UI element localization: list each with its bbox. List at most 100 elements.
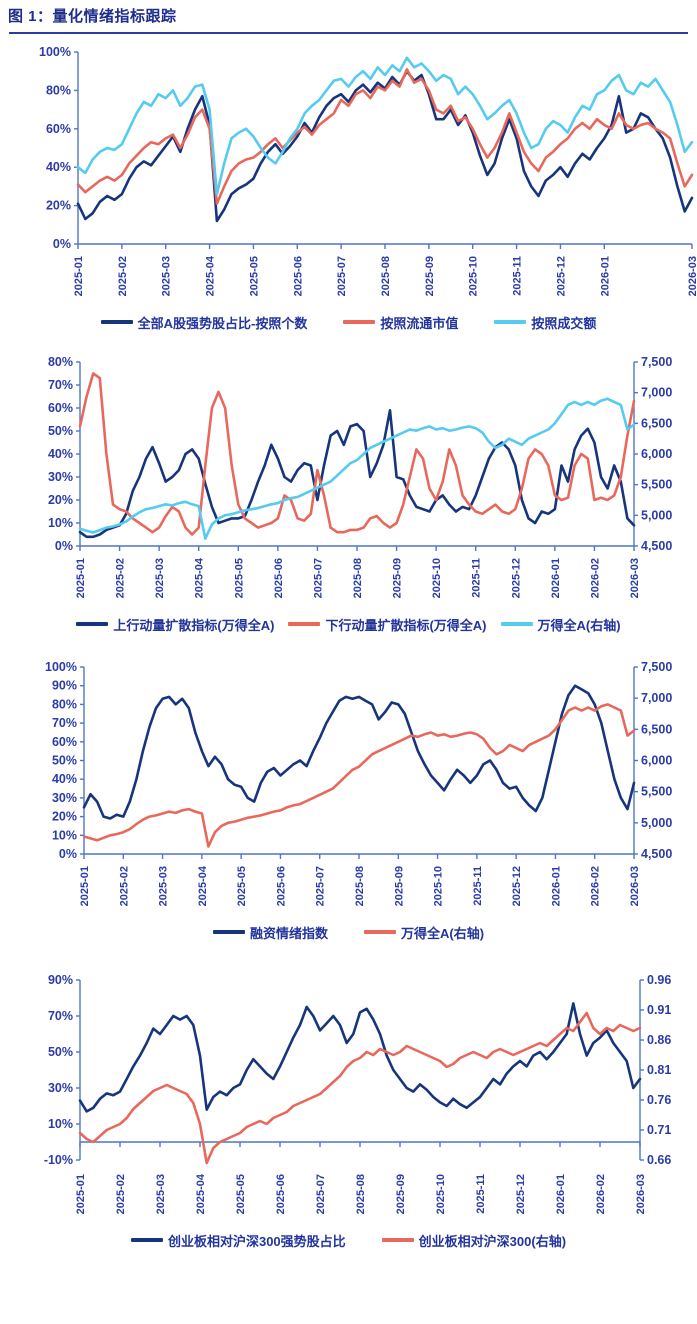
x-axis-label: 2025-02: [118, 866, 130, 906]
y-axis-right-label: 5,000: [641, 508, 672, 522]
y-axis-right-label: 7,000: [641, 691, 672, 705]
x-axis-label: 2026-02: [590, 866, 602, 906]
x-axis-label: 2025-06: [273, 558, 285, 598]
x-axis-label: 2026-02: [589, 558, 601, 598]
y-axis-left-label: 70%: [48, 378, 73, 392]
legend-label: 按照流通市值: [380, 315, 459, 331]
figure-title: 图 1：量化情绪指标跟踪: [8, 8, 177, 25]
series-line: [78, 372, 636, 536]
y-axis-left-label: 60%: [52, 735, 77, 749]
x-axis-label: 2025-12: [515, 1174, 527, 1214]
legend-item: 下行动量扩散指标(万得全A): [288, 615, 487, 634]
legend-label: 融资情绪指数: [249, 925, 328, 941]
legend-item: 创业板相对沪深300强势股占比: [130, 1231, 346, 1250]
y-axis-right-label: 7,500: [641, 355, 672, 369]
x-axis-label: 2025-03: [154, 558, 166, 598]
x-axis-label: 2025-12: [555, 256, 567, 296]
y-axis-right-label: 6,000: [641, 754, 672, 768]
legend-item: 上行动量扩散指标(万得全A): [76, 615, 274, 634]
legend-marker: [500, 622, 533, 626]
y-axis-left-label: 30%: [48, 470, 73, 484]
y-axis-right-label: 5,500: [641, 785, 672, 799]
x-axis-label: 2026-01: [550, 558, 562, 598]
y-axis-right-label: 0.76: [647, 1093, 671, 1107]
series-line: [78, 409, 636, 539]
y-axis-left-label: 90%: [48, 973, 73, 987]
y-axis-left-label: 30%: [52, 791, 77, 805]
legend-label: 全部A股强势股占比-按照个数: [137, 315, 308, 331]
y-axis-left-label: 20%: [48, 493, 73, 507]
chart-financing-sentiment-plot: 100% 90% 80% 70% 60% 50% 40% 30% 20% 10% 0% 7,500 7,…: [45, 660, 672, 906]
series-line: [76, 56, 694, 196]
legend-label: 万得全A(右轴): [537, 617, 621, 633]
chart-chinext-relative-plot: 90% 70% 50% 30% 10% -10% 0.96 0.91 0.86 0.81 0.76 0…: [44, 973, 672, 1214]
x-axis-label: 2025-11: [471, 558, 483, 598]
y-axis-left-label: 20%: [46, 199, 71, 213]
legend-label: 创业板相对沪深300(右轴): [418, 1233, 567, 1249]
x-axis-label: 2025-07: [315, 1174, 327, 1214]
legend-item: 按照流通市值: [343, 313, 458, 332]
x-axis-label: 2025-02: [115, 1174, 127, 1214]
legend-label: 万得全A(右轴): [400, 925, 485, 941]
x-axis-label: 2025-09: [393, 866, 405, 906]
figure-header: 图 1：量化情绪指标跟踪: [0, 0, 697, 34]
y-axis-right-label: 5,500: [641, 478, 672, 492]
chart-momentum-diffusion-legend: 上行动量扩散指标(万得全A) 下行动量扩散指标(万得全A) 万得全A(右轴): [0, 614, 697, 634]
x-axis-label: 2025-04: [197, 865, 209, 906]
chart-chinext-relative-legend: 创业板相对沪深300强势股占比 创业板相对沪深300(右轴): [0, 1230, 697, 1250]
y-axis-right-label: 4,500: [641, 539, 672, 553]
x-axis-label: 2025-09: [424, 256, 436, 296]
legend-item: 万得全A(右轴): [500, 615, 621, 634]
y-axis-right-label: 6,500: [641, 722, 672, 736]
y-axis-left-label: 0%: [53, 237, 71, 251]
legend-marker: [363, 930, 396, 934]
x-axis-label: 2025-08: [352, 558, 364, 598]
x-axis-label: 2025-07: [312, 558, 324, 598]
x-axis-label: 2026-01: [599, 256, 611, 296]
x-axis-label: 2026-03: [635, 1174, 647, 1214]
x-axis-label: 2025-10: [468, 256, 480, 296]
x-axis-label: 2025-11: [475, 1174, 487, 1214]
y-axis-left-label: -10%: [44, 1153, 73, 1167]
y-axis-right-label: 4,500: [641, 847, 672, 861]
series-line: [82, 684, 636, 820]
y-axis-right-label: 0.96: [647, 973, 671, 987]
legend-label: 按照成交额: [531, 315, 597, 331]
chart-a-share-strong-stocks-plot: 100% 80% 60% 40% 20% 0%2025-01 2025-02 2025-03 2…: [39, 45, 697, 296]
x-axis-label: 2025-03: [158, 866, 170, 906]
x-axis-label: 2025-05: [248, 256, 260, 296]
legend-item: 融资情绪指数: [212, 923, 328, 942]
y-axis-right-label: 0.66: [647, 1153, 671, 1167]
x-axis-label: 2026-01: [550, 866, 562, 906]
chart-financing-sentiment: 100% 90% 80% 70% 60% 50% 40% 30% 20% 10% 0% 7,500 7,…: [0, 650, 697, 942]
y-axis-left-label: 70%: [52, 716, 77, 730]
y-axis-left-label: 10%: [48, 516, 73, 530]
y-axis-right-label: 7,500: [641, 660, 672, 674]
legend-marker: [494, 320, 527, 324]
chart-a-share-strong-stocks-legend: 全部A股强势股占比-按照个数 按照流通市值 按照成交额: [0, 312, 697, 332]
x-axis-label: 2025-03: [161, 256, 173, 296]
x-axis-label: 2025-02: [117, 256, 129, 296]
legend-marker: [343, 320, 376, 324]
x-axis-label: 2025-10: [435, 1174, 447, 1214]
series-line: [78, 1011, 642, 1165]
x-axis-label: 2026-03: [687, 256, 697, 296]
y-axis-right-label: 6,000: [641, 447, 672, 461]
y-axis-left-label: 50%: [48, 1045, 73, 1059]
x-axis-label: 2025-06: [275, 866, 287, 906]
x-axis-label: 2026-02: [595, 1174, 607, 1214]
legend-item: 创业板相对沪深300(右轴): [381, 1231, 567, 1250]
y-axis-right-label: 6,500: [641, 416, 672, 430]
y-axis-left-label: 30%: [48, 1081, 73, 1095]
x-axis-label: 2025-07: [336, 256, 348, 296]
x-axis-label: 2025-09: [395, 1174, 407, 1214]
legend-item: 全部A股强势股占比-按照个数: [100, 313, 308, 332]
legend-item: 万得全A(右轴): [363, 923, 485, 942]
y-axis-left-label: 60%: [48, 401, 73, 415]
x-axis-label: 2025-04: [205, 255, 217, 296]
legend-label: 创业板相对沪深300强势股占比: [167, 1233, 346, 1249]
y-axis-left-label: 80%: [52, 697, 77, 711]
y-axis-left-label: 10%: [48, 1117, 73, 1131]
x-axis-label: 2025-08: [354, 866, 366, 906]
